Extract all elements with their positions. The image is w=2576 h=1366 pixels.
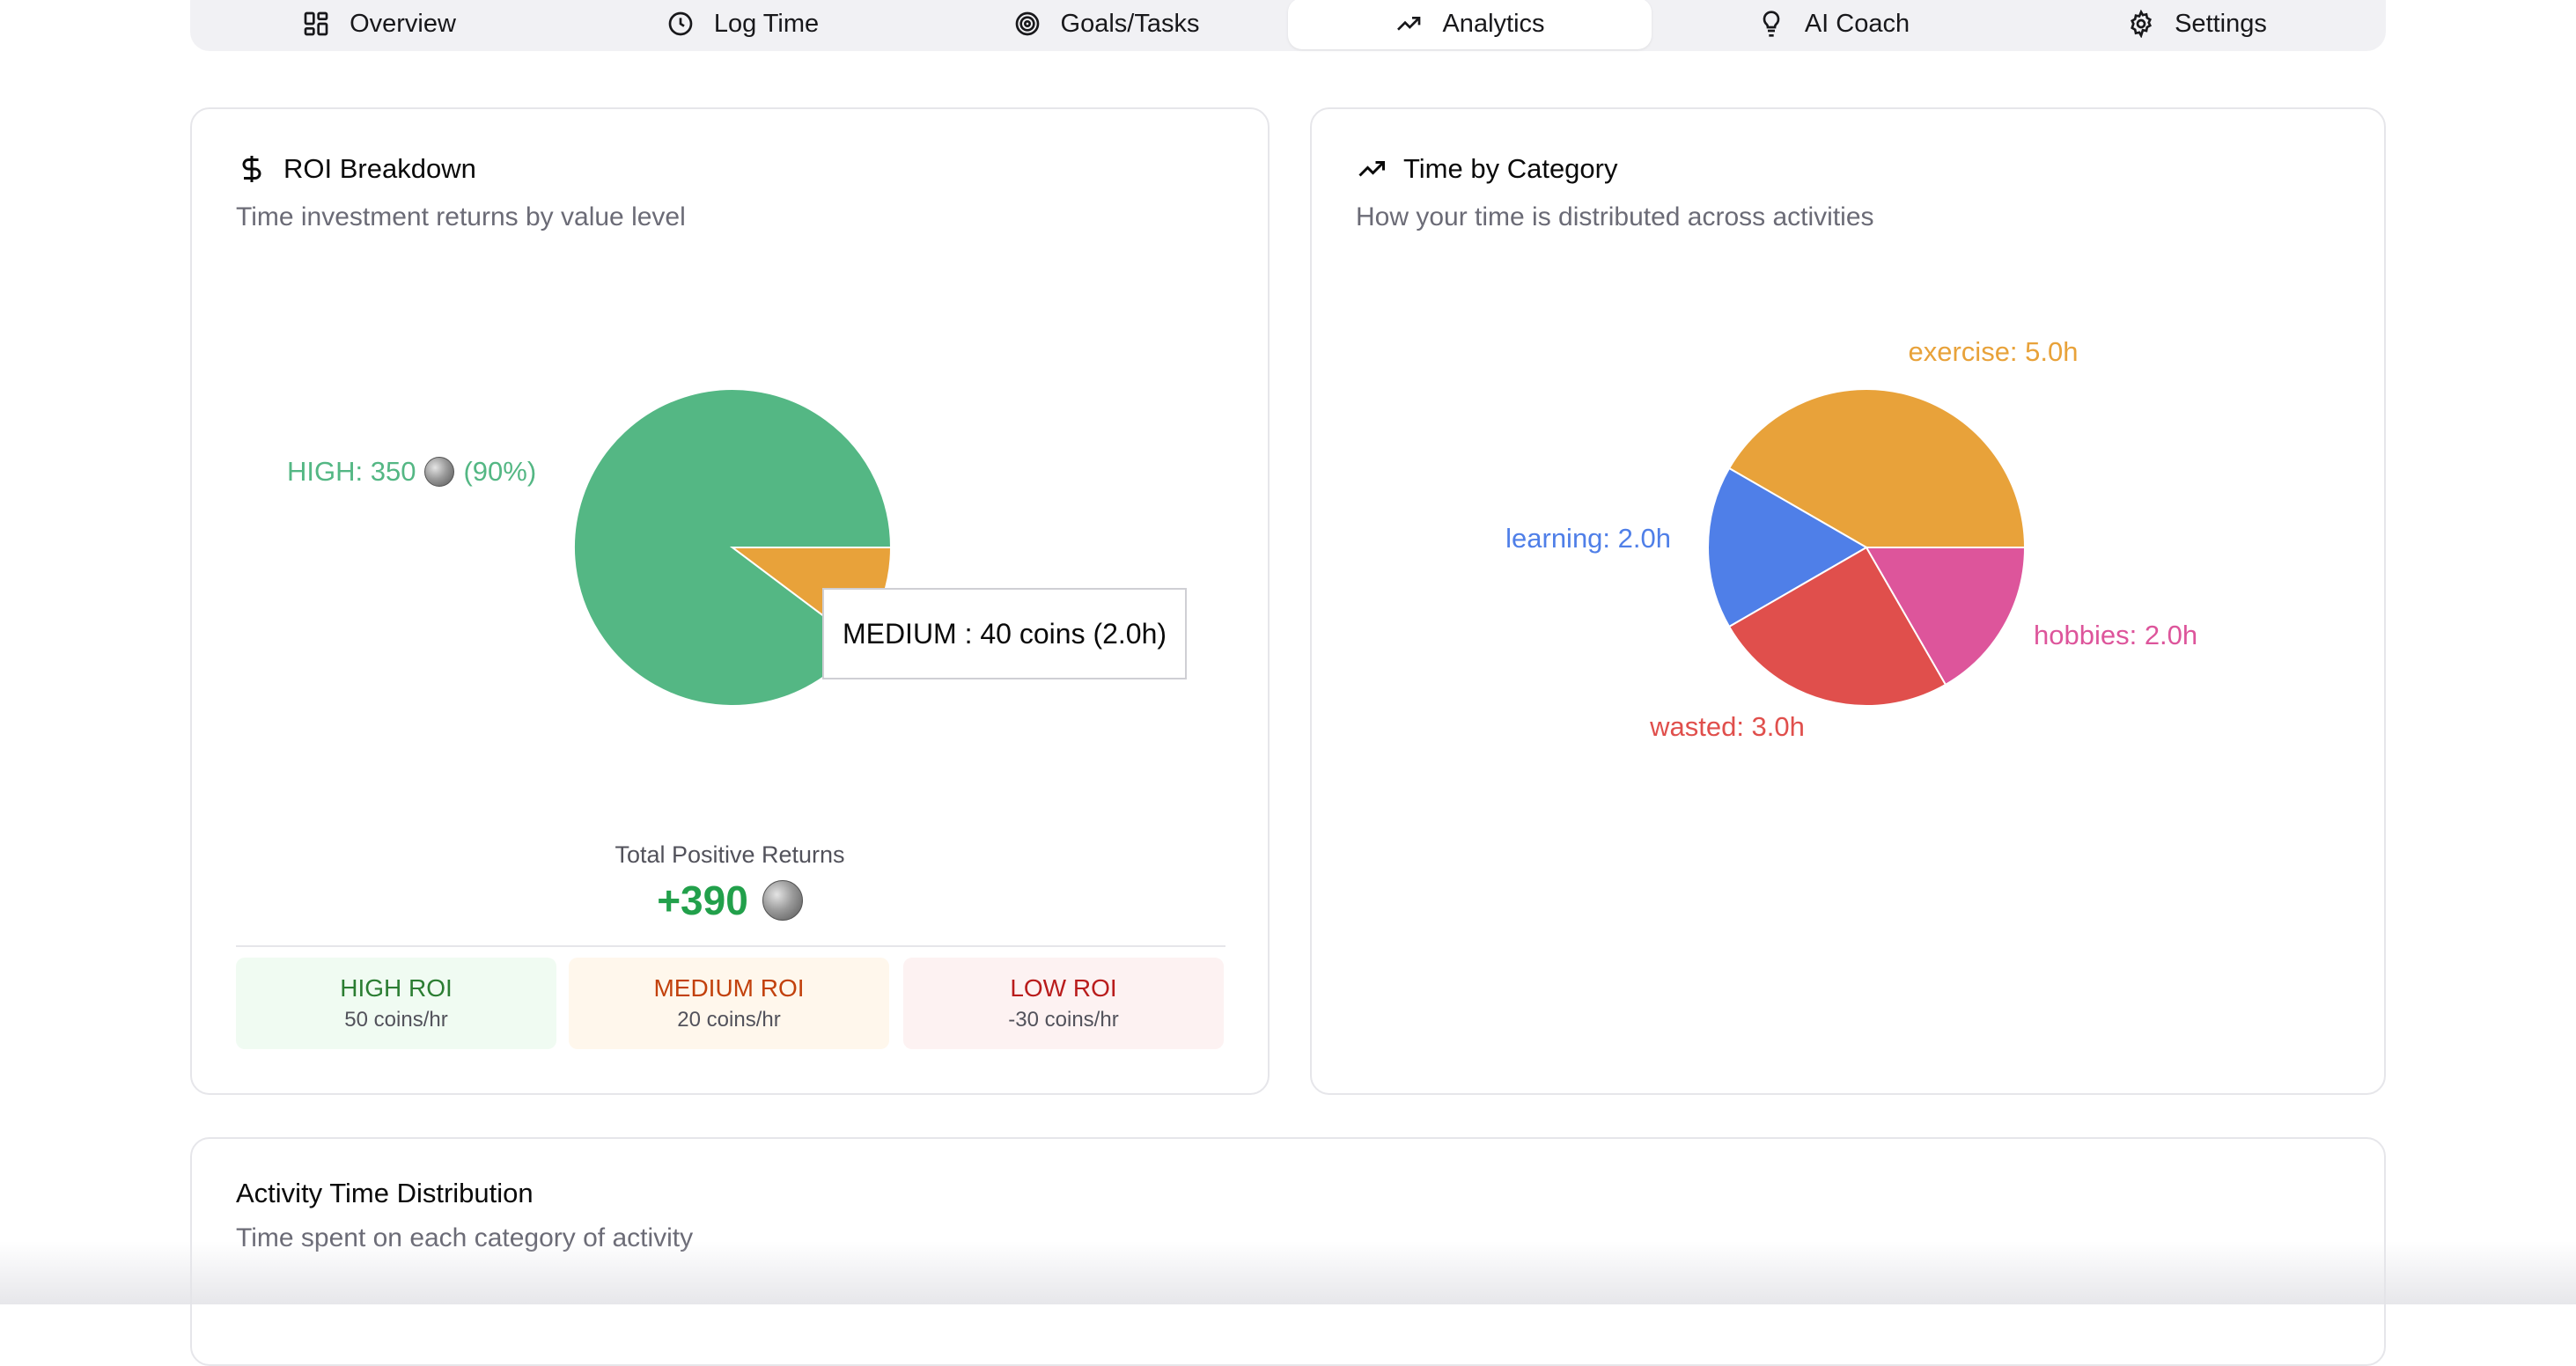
tab-label: Settings [2175, 9, 2267, 38]
chart-tooltip: MEDIUM : 40 coins (2.0h) [822, 588, 1187, 679]
gear-icon [2131, 10, 2153, 38]
pie-slice-learning[interactable] [1707, 466, 1868, 628]
tab-overview[interactable]: Overview [197, 0, 561, 49]
slice-label-wasted: wasted: 3.0h [1649, 711, 1805, 742]
category-card-header: Time by Category [1356, 153, 1618, 185]
tab-label: Log Time [713, 9, 820, 38]
dollar-icon [242, 156, 261, 182]
total-value-text: +390 [657, 878, 748, 923]
tab-label: Analytics [1442, 9, 1545, 38]
pie-slice-hobbies[interactable] [1865, 547, 2027, 687]
roi-level-rate: -30 coins/hr [1008, 1008, 1119, 1032]
tab-bar: Overview Log Time Goals/Tasks Analytics … [190, 0, 2386, 51]
clock-icon [668, 11, 693, 36]
slice-label-learning: learning: 2.0h [1505, 523, 1671, 554]
total-positive-returns-label: Total Positive Returns [615, 841, 845, 868]
pie-slice-exercise[interactable] [1727, 388, 2027, 548]
category-card-title: Time by Category [1403, 153, 1618, 184]
tab-log-time[interactable]: Log Time [561, 0, 924, 49]
slice-label-exercise: exercise: 5.0h [1909, 336, 2079, 367]
roi-level-name: LOW ROI [1010, 974, 1117, 1002]
slice-label-hobbies: hobbies: 2.0h [2034, 620, 2197, 650]
trending-up-icon [1358, 161, 1385, 177]
divider [236, 945, 1225, 947]
total-positive-returns-value: +390 [192, 877, 1268, 924]
tab-analytics[interactable]: Analytics [1288, 0, 1652, 49]
roi-card-header: ROI Breakdown [236, 153, 476, 185]
target-icon [1015, 11, 1039, 36]
grid-icon [304, 11, 328, 36]
coin-icon [762, 880, 803, 921]
roi-level-low: LOW ROI -30 coins/hr [903, 958, 1224, 1049]
tab-label: Overview [350, 9, 456, 38]
activity-card-title: Activity Time Distribution [236, 1178, 534, 1208]
roi-level-name: HIGH ROI [340, 974, 453, 1002]
tab-label: AI Coach [1804, 9, 1910, 38]
high-label-pct: (90%) [463, 456, 537, 487]
tab-settings[interactable]: Settings [2015, 0, 2379, 49]
slice-label-high: HIGH: 350 (90%) [287, 456, 536, 488]
category-pie-chart: exercise: 5.0h hobbies: 2.0h wasted: 3.0h l… [1505, 336, 2197, 742]
trending-up-icon [1397, 17, 1421, 31]
category-card-subtitle: How your time is distributed across acti… [1356, 202, 1874, 231]
pie-slice-wasted[interactable] [1727, 546, 1947, 707]
roi-level-name: MEDIUM ROI [653, 974, 805, 1002]
roi-card-title: ROI Breakdown [283, 153, 476, 184]
coin-icon [424, 457, 455, 487]
roi-level-medium: MEDIUM ROI 20 coins/hr [569, 958, 889, 1049]
roi-level-rate: 50 coins/hr [344, 1008, 448, 1032]
roi-level-rate: 20 coins/hr [677, 1008, 781, 1032]
roi-card-subtitle: Time investment returns by value level [236, 202, 686, 231]
bottom-fade [0, 1241, 2576, 1304]
roi-level-high: HIGH ROI 50 coins/hr [236, 958, 556, 1049]
tab-ai-coach[interactable]: AI Coach [1652, 0, 2015, 49]
high-label-text: HIGH: 350 [287, 456, 416, 487]
tab-label: Goals/Tasks [1060, 9, 1200, 38]
tab-goals-tasks[interactable]: Goals/Tasks [924, 0, 1288, 49]
lightbulb-icon [1763, 11, 1780, 37]
